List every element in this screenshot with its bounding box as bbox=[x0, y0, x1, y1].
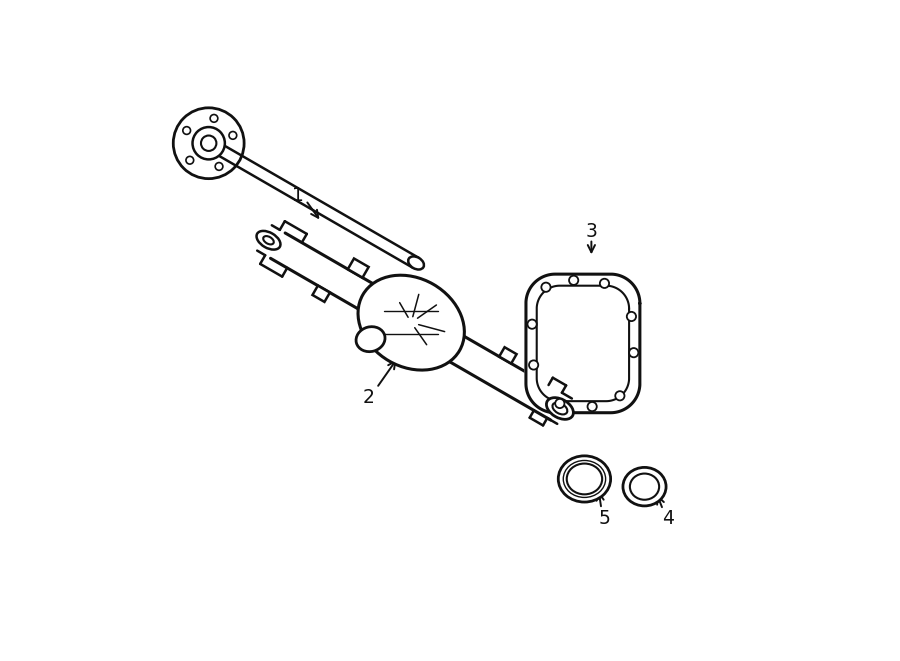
Ellipse shape bbox=[558, 456, 610, 502]
Circle shape bbox=[541, 283, 551, 292]
Circle shape bbox=[527, 319, 536, 329]
Ellipse shape bbox=[356, 327, 385, 352]
Ellipse shape bbox=[553, 403, 567, 414]
Polygon shape bbox=[271, 233, 380, 313]
Polygon shape bbox=[220, 146, 420, 270]
Circle shape bbox=[229, 132, 237, 139]
Ellipse shape bbox=[623, 467, 666, 506]
Circle shape bbox=[588, 402, 597, 411]
Circle shape bbox=[172, 106, 246, 180]
Text: 4: 4 bbox=[662, 510, 673, 529]
Ellipse shape bbox=[546, 398, 573, 419]
Circle shape bbox=[529, 360, 538, 369]
Circle shape bbox=[626, 312, 636, 321]
Text: 1: 1 bbox=[292, 186, 304, 205]
Polygon shape bbox=[500, 347, 517, 364]
Circle shape bbox=[616, 391, 625, 401]
Circle shape bbox=[215, 163, 223, 171]
Ellipse shape bbox=[358, 275, 464, 370]
Circle shape bbox=[201, 136, 216, 151]
Ellipse shape bbox=[409, 256, 424, 270]
Polygon shape bbox=[347, 258, 369, 278]
Ellipse shape bbox=[263, 236, 274, 245]
Circle shape bbox=[599, 279, 609, 288]
Circle shape bbox=[569, 276, 579, 285]
Circle shape bbox=[186, 157, 194, 164]
Circle shape bbox=[629, 348, 638, 358]
Polygon shape bbox=[443, 332, 565, 420]
Text: 2: 2 bbox=[363, 388, 374, 407]
Circle shape bbox=[183, 127, 191, 134]
Text: 3: 3 bbox=[585, 222, 598, 241]
Polygon shape bbox=[525, 272, 642, 414]
Circle shape bbox=[210, 114, 218, 122]
Ellipse shape bbox=[256, 231, 281, 250]
Circle shape bbox=[555, 399, 564, 408]
Polygon shape bbox=[312, 286, 330, 302]
Text: 5: 5 bbox=[598, 510, 610, 529]
